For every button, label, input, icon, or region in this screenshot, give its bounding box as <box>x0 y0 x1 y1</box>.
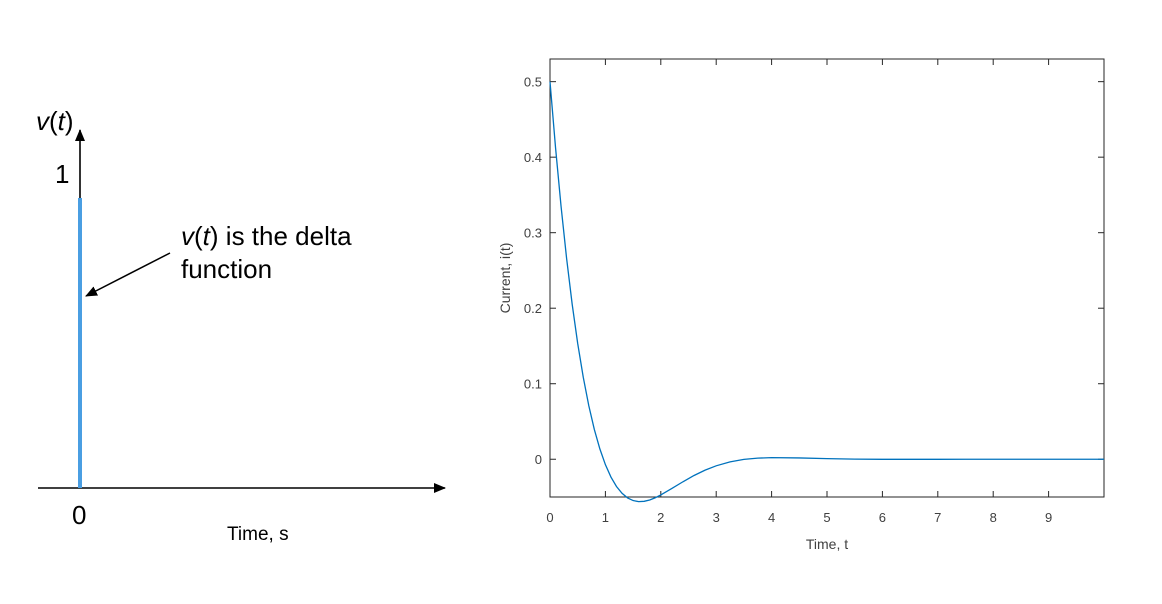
y-tick-label: 0.1 <box>524 377 542 392</box>
x-tick-label: 9 <box>1045 510 1052 525</box>
x-tick-label: 8 <box>990 510 997 525</box>
y-tick-label: 0.3 <box>524 226 542 241</box>
delta-chart: v(t) 1 0 Time, s v(t) is the delta funct… <box>36 106 446 545</box>
delta-y-tick-label: 1 <box>55 159 69 189</box>
current-ticks: 0 1 2 3 4 5 6 7 8 9 0 0.1 0.2 0.3 0.4 0.5 <box>524 59 1104 525</box>
current-y-axis-label: Current, i(t) <box>497 243 513 314</box>
x-tick-label: 1 <box>602 510 609 525</box>
current-plot-area <box>549 58 1105 498</box>
y-tick-label: 0.4 <box>524 150 542 165</box>
current-chart: 0 1 2 3 4 5 6 7 8 9 0 0.1 0.2 0.3 0.4 0.5 Time, t Curre… <box>497 58 1105 552</box>
y-tick-label: 0 <box>535 452 542 467</box>
delta-annotation-line-2: function <box>181 254 272 284</box>
y-tick-label: 0.2 <box>524 301 542 316</box>
x-tick-label: 7 <box>934 510 941 525</box>
current-x-axis-label: Time, t <box>806 536 848 552</box>
delta-annotation-arrow <box>85 252 171 297</box>
current-series-line <box>549 81 1104 503</box>
x-tick-label: 0 <box>546 510 553 525</box>
x-tick-label: 3 <box>713 510 720 525</box>
y-tick-label: 0.5 <box>524 75 542 90</box>
delta-annotation-line-1: v(t) is the delta <box>181 221 352 251</box>
delta-x-tick-label: 0 <box>72 500 86 530</box>
delta-x-axis-label: Time, s <box>227 524 289 545</box>
x-tick-label: 4 <box>768 510 775 525</box>
delta-y-axis-label: v(t) <box>36 106 74 136</box>
x-tick-label: 2 <box>657 510 664 525</box>
x-tick-label: 5 <box>823 510 830 525</box>
x-tick-label: 6 <box>879 510 886 525</box>
